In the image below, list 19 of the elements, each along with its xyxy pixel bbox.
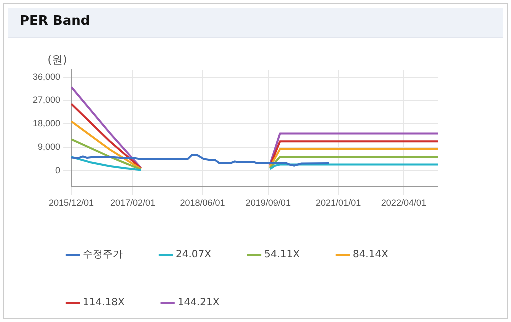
y-axis-title: (원) xyxy=(48,53,68,66)
legend-label: 84.14X xyxy=(352,250,389,261)
legend-label: 54.11X xyxy=(264,250,300,261)
x-tick-label: 2021/01/01 xyxy=(316,198,362,208)
x-tick-label: 2017/02/01 xyxy=(110,198,156,208)
legend-label: 24.07X xyxy=(176,250,212,261)
chart-title: PER Band xyxy=(20,14,90,29)
y-tick-label: 9,000 xyxy=(38,142,61,152)
x-tick-label: 2015/12/01 xyxy=(49,198,94,208)
x-tick-label: 2022/04/01 xyxy=(381,198,426,208)
x-tick-label: 2019/09/01 xyxy=(246,198,291,208)
legend-label: 수정주가 xyxy=(83,250,123,261)
y-tick-label: 0 xyxy=(56,166,61,176)
y-tick-label: 18,000 xyxy=(32,118,61,129)
x-tick-label: 2018/06/01 xyxy=(180,198,226,208)
legend-label: 114.18X xyxy=(83,298,125,309)
y-tick-label: 36,000 xyxy=(32,72,61,82)
y-tick-label: 27,000 xyxy=(32,95,61,106)
legend-label: 144.21X xyxy=(178,298,220,309)
